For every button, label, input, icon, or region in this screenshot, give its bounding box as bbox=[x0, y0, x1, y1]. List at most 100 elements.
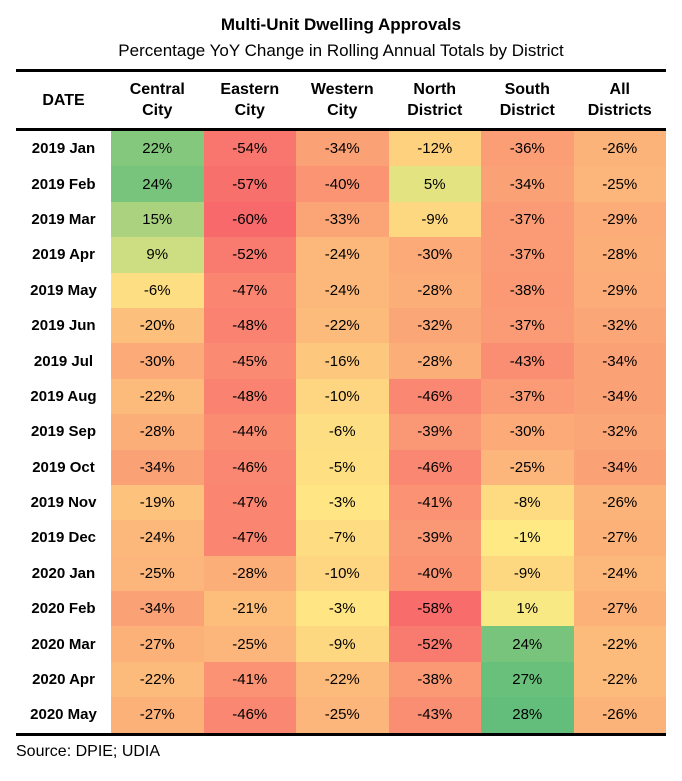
value-cell: -9% bbox=[481, 555, 574, 592]
value-cell: 15% bbox=[111, 201, 204, 238]
value-cell: -46% bbox=[203, 697, 296, 733]
value-cell: -19% bbox=[111, 484, 204, 521]
value-cell: -3% bbox=[296, 484, 389, 521]
value-cell: -32% bbox=[573, 414, 666, 450]
table-body: 2019 Jan 22% -54% -34% -12% -36% -26% 2019 Feb 2… bbox=[16, 131, 666, 733]
date-cell: 2019 Sep bbox=[16, 414, 111, 450]
date-cell: 2019 Aug bbox=[16, 378, 111, 415]
value-cell: -25% bbox=[111, 555, 204, 592]
date-cell: 2019 Jan bbox=[16, 131, 111, 167]
source-note: Source: DPIE; UDIA bbox=[16, 742, 161, 760]
value-cell: -3% bbox=[296, 591, 389, 627]
value-cell: -22% bbox=[111, 378, 204, 415]
column-header-western-city: Western City bbox=[310, 81, 374, 119]
value-cell: -10% bbox=[296, 378, 389, 415]
value-cell: -47% bbox=[203, 520, 296, 556]
header-rule bbox=[16, 128, 666, 131]
date-cell: 2019 Apr bbox=[16, 237, 111, 273]
value-cell: -38% bbox=[481, 272, 574, 308]
value-cell: -32% bbox=[573, 307, 666, 344]
value-cell: -22% bbox=[296, 661, 389, 698]
column-header-north-district: North District bbox=[407, 81, 463, 119]
value-cell: -39% bbox=[388, 414, 481, 450]
table-row: 2020 May -27% -46% -25% -43% 28% -26% bbox=[16, 697, 666, 733]
value-cell: -34% bbox=[481, 166, 574, 202]
value-cell: -26% bbox=[573, 697, 666, 733]
table-row: 2019 Sep -28% -44% -6% -39% -30% -32% bbox=[16, 414, 666, 450]
value-cell: -37% bbox=[481, 237, 574, 273]
value-cell: 27% bbox=[481, 661, 574, 698]
value-cell: -27% bbox=[111, 626, 204, 662]
table-row: 2019 Dec -24% -47% -7% -39% -1% -27% bbox=[16, 520, 666, 556]
value-cell: -24% bbox=[111, 520, 204, 556]
value-cell: -57% bbox=[203, 166, 296, 202]
value-cell: 1% bbox=[481, 591, 574, 627]
value-cell: 28% bbox=[481, 697, 574, 733]
value-cell: -46% bbox=[388, 449, 481, 485]
table-row: 2019 Feb 24% -57% -40% 5% -34% -25% bbox=[16, 166, 666, 202]
date-cell: 2019 May bbox=[16, 272, 111, 308]
table-row: 2019 Jan 22% -54% -34% -12% -36% -26% bbox=[16, 131, 666, 167]
value-cell: -43% bbox=[388, 697, 481, 733]
table-row: 2019 Jun -20% -48% -22% -32% -37% -32% bbox=[16, 307, 666, 344]
table-row: 2019 Oct -34% -46% -5% -46% -25% -34% bbox=[16, 449, 666, 485]
value-cell: -26% bbox=[573, 484, 666, 521]
value-cell: -34% bbox=[111, 449, 204, 485]
value-cell: -24% bbox=[573, 555, 666, 592]
value-cell: -46% bbox=[203, 449, 296, 485]
value-cell: -37% bbox=[481, 378, 574, 415]
value-cell: -40% bbox=[388, 555, 481, 592]
column-header-south-district: South District bbox=[499, 81, 555, 119]
date-cell: 2020 Apr bbox=[16, 661, 111, 698]
value-cell: -39% bbox=[388, 520, 481, 556]
value-cell: -38% bbox=[388, 661, 481, 698]
value-cell: -28% bbox=[203, 555, 296, 592]
value-cell: -9% bbox=[296, 626, 389, 662]
value-cell: -1% bbox=[481, 520, 574, 556]
value-cell: -7% bbox=[296, 520, 389, 556]
heatmap-table: Multi-Unit Dwelling Approvals Percentage… bbox=[16, 12, 666, 761]
value-cell: 22% bbox=[111, 131, 204, 167]
date-cell: 2019 Dec bbox=[16, 520, 111, 556]
value-cell: 9% bbox=[111, 237, 204, 273]
value-cell: -9% bbox=[388, 201, 481, 238]
value-cell: -60% bbox=[203, 201, 296, 238]
table-row: 2019 Jul -30% -45% -16% -28% -43% -34% bbox=[16, 343, 666, 379]
value-cell: -25% bbox=[203, 626, 296, 662]
value-cell: -22% bbox=[573, 661, 666, 698]
column-header-eastern-city: Eastern City bbox=[220, 81, 280, 119]
value-cell: -25% bbox=[296, 697, 389, 733]
value-cell: -30% bbox=[481, 414, 574, 450]
value-cell: 24% bbox=[111, 166, 204, 202]
value-cell: -30% bbox=[111, 343, 204, 379]
value-cell: -33% bbox=[296, 201, 389, 238]
chart-title: Multi-Unit Dwelling Approvals bbox=[220, 15, 462, 34]
value-cell: -20% bbox=[111, 307, 204, 344]
value-cell: -6% bbox=[296, 414, 389, 450]
value-cell: -34% bbox=[111, 591, 204, 627]
table-row: 2020 Jan -25% -28% -10% -40% -9% -24% bbox=[16, 555, 666, 592]
value-cell: -44% bbox=[203, 414, 296, 450]
date-cell: 2020 Jan bbox=[16, 555, 111, 592]
date-cell: 2019 Nov bbox=[16, 484, 111, 521]
date-cell: 2019 Oct bbox=[16, 449, 111, 485]
value-cell: -29% bbox=[573, 272, 666, 308]
value-cell: -28% bbox=[111, 414, 204, 450]
header-row: DATE Central City Eastern City Western City… bbox=[16, 72, 666, 128]
value-cell: -29% bbox=[573, 201, 666, 238]
value-cell: -8% bbox=[481, 484, 574, 521]
value-cell: -36% bbox=[481, 131, 574, 167]
value-cell: -54% bbox=[203, 131, 296, 167]
value-cell: -52% bbox=[203, 237, 296, 273]
value-cell: -10% bbox=[296, 555, 389, 592]
table-row: 2019 May -6% -47% -24% -28% -38% -29% bbox=[16, 272, 666, 308]
value-cell: -37% bbox=[481, 307, 574, 344]
value-cell: -48% bbox=[203, 307, 296, 344]
value-cell: -25% bbox=[573, 166, 666, 202]
value-cell: -22% bbox=[111, 661, 204, 698]
chart-subtitle: Percentage YoY Change in Rolling Annual … bbox=[118, 41, 564, 60]
date-cell: 2020 Mar bbox=[16, 626, 111, 662]
value-cell: -32% bbox=[388, 307, 481, 344]
value-cell: -12% bbox=[388, 131, 481, 167]
